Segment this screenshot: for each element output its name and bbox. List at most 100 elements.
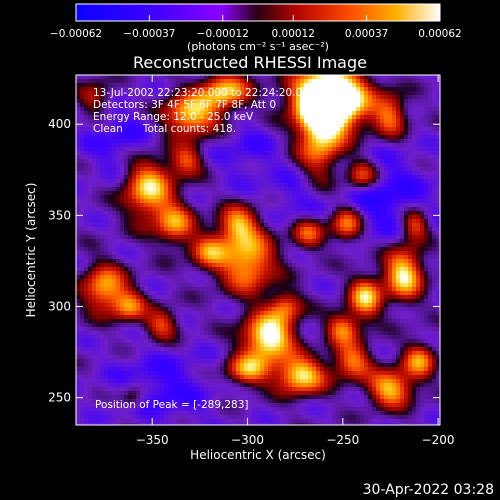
heatmap-cell xyxy=(352,263,357,268)
heatmap-cell xyxy=(104,107,109,112)
heatmap-cell xyxy=(212,219,217,224)
heatmap-cell xyxy=(380,163,385,168)
heatmap-cell xyxy=(288,143,293,148)
heatmap-cell xyxy=(284,99,289,104)
heatmap-cell xyxy=(172,95,177,100)
heatmap-cell xyxy=(388,287,393,292)
heatmap-cell xyxy=(344,115,349,120)
heatmap-cell xyxy=(344,123,349,128)
heatmap-cell xyxy=(432,275,437,280)
heatmap-cell xyxy=(388,163,393,168)
heatmap-cell xyxy=(288,155,293,160)
heatmap-cell xyxy=(216,291,221,296)
heatmap-cell xyxy=(152,83,157,88)
heatmap-cell xyxy=(116,251,121,256)
heatmap-image xyxy=(76,75,441,425)
heatmap-cell xyxy=(300,191,305,196)
heatmap-cell xyxy=(100,147,105,152)
heatmap-cell xyxy=(428,119,433,124)
heatmap-cell xyxy=(368,163,373,168)
heatmap-cell xyxy=(432,211,437,216)
heatmap-cell xyxy=(348,79,353,84)
heatmap-cell xyxy=(188,179,193,184)
heatmap-cell xyxy=(84,279,89,284)
heatmap-cell xyxy=(128,119,133,124)
heatmap-cell xyxy=(408,215,413,220)
heatmap-cell xyxy=(220,123,225,128)
heatmap-cell xyxy=(276,263,281,268)
heatmap-cell xyxy=(148,79,153,84)
heatmap-cell xyxy=(156,291,161,296)
heatmap-cell xyxy=(316,147,321,152)
heatmap-cell xyxy=(400,183,405,188)
heatmap-cell xyxy=(252,139,257,144)
heatmap-cell xyxy=(272,239,277,244)
heatmap-cell xyxy=(380,139,385,144)
heatmap-cell xyxy=(328,291,333,296)
heatmap-cell xyxy=(152,275,157,280)
heatmap-cell xyxy=(436,127,441,132)
heatmap-cell xyxy=(116,75,121,80)
heatmap-cell xyxy=(252,203,257,208)
heatmap-cell xyxy=(148,127,153,132)
heatmap-cell xyxy=(268,83,273,88)
heatmap-cell xyxy=(196,211,201,216)
heatmap-cell xyxy=(264,223,269,228)
heatmap-cell xyxy=(360,267,365,272)
heatmap-cell xyxy=(376,127,381,132)
heatmap-cell xyxy=(376,139,381,144)
heatmap-cell xyxy=(192,91,197,96)
heatmap-cell xyxy=(228,123,233,128)
heatmap-cell xyxy=(376,187,381,192)
heatmap-cell xyxy=(252,127,257,132)
heatmap-cell xyxy=(240,203,245,208)
heatmap-cell xyxy=(224,211,229,216)
heatmap-cell xyxy=(312,107,317,112)
heatmap-cell xyxy=(200,283,205,288)
heatmap-cell xyxy=(204,75,209,80)
heatmap-cell xyxy=(96,243,101,248)
heatmap-cell xyxy=(364,255,369,260)
heatmap-cell xyxy=(392,171,397,176)
heatmap-cell xyxy=(220,111,225,116)
heatmap-cell xyxy=(228,83,233,88)
heatmap-cell xyxy=(276,155,281,160)
heatmap-cell xyxy=(256,207,261,212)
heatmap-cell xyxy=(428,287,433,292)
heatmap-cell xyxy=(252,231,257,236)
heatmap-cell xyxy=(120,287,125,292)
heatmap-cell xyxy=(216,91,221,96)
heatmap-cell xyxy=(160,123,165,128)
heatmap-cell xyxy=(252,207,257,212)
heatmap-cell xyxy=(264,119,269,124)
heatmap-cell xyxy=(80,79,85,84)
heatmap-cell xyxy=(208,103,213,108)
heatmap-cell xyxy=(96,247,101,252)
heatmap-cell xyxy=(176,283,181,288)
heatmap-cell xyxy=(420,219,425,224)
heatmap-cell xyxy=(244,235,249,240)
heatmap-cell xyxy=(148,215,153,220)
heatmap-cell xyxy=(344,239,349,244)
heatmap-cell xyxy=(396,215,401,220)
heatmap-cell xyxy=(136,123,141,128)
heatmap-cell xyxy=(132,251,137,256)
heatmap-cell xyxy=(192,123,197,128)
heatmap-cell xyxy=(308,75,313,80)
heatmap-cell xyxy=(204,223,209,228)
heatmap-cell xyxy=(400,179,405,184)
heatmap-cell xyxy=(268,87,273,92)
heatmap-cell xyxy=(408,263,413,268)
heatmap-cell xyxy=(120,171,125,176)
heatmap-cell xyxy=(376,103,381,108)
heatmap-cell xyxy=(252,227,257,232)
heatmap-cell xyxy=(384,199,389,204)
heatmap-cell xyxy=(124,111,129,116)
heatmap-cell xyxy=(208,223,213,228)
heatmap-cell xyxy=(320,103,325,108)
heatmap-cell xyxy=(76,95,81,100)
heatmap-cell xyxy=(180,227,185,232)
heatmap-cell xyxy=(116,103,121,108)
heatmap-cell xyxy=(324,195,329,200)
heatmap-cell xyxy=(296,99,301,104)
